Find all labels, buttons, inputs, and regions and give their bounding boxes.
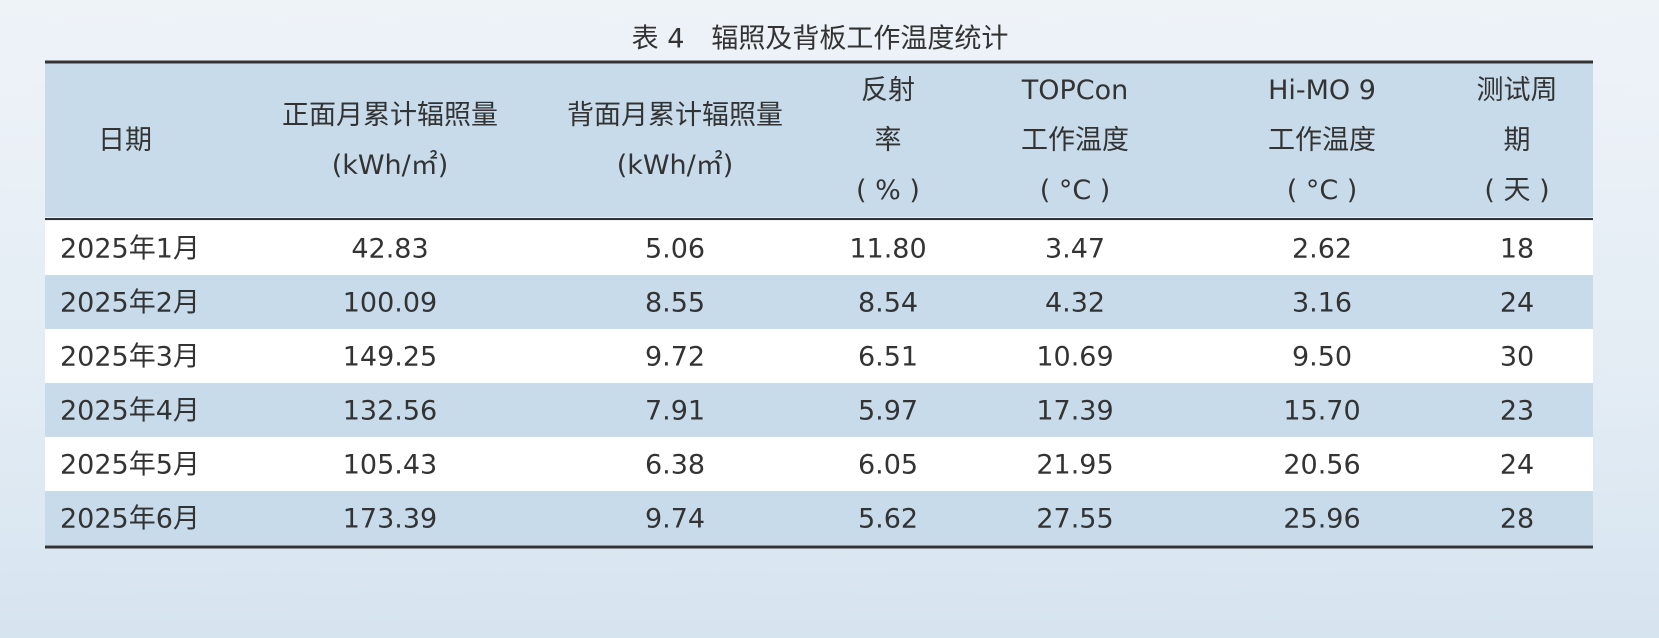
table-cell: 30 — [1500, 342, 1534, 373]
header-cell: 期 — [1504, 125, 1531, 156]
header-cell: 日期 — [98, 125, 152, 156]
header-cell: 工作温度 — [1268, 125, 1376, 156]
row-band — [45, 491, 1593, 545]
header-cell: ( 天 ) — [1484, 175, 1549, 206]
header-cell: Hi-MO 9 — [1268, 75, 1376, 106]
table-cell: 6.05 — [858, 450, 918, 481]
table-cell: 8.55 — [645, 288, 705, 319]
header-cell: TOPCon — [1021, 75, 1129, 106]
row-label: 2025年1月 — [60, 234, 200, 265]
table-cell: 9.74 — [645, 504, 705, 535]
table-cell: 5.97 — [858, 396, 918, 427]
table-cell: 9.72 — [645, 342, 705, 373]
header-cell: (kWh/㎡) — [332, 150, 449, 181]
table-cell: 6.51 — [858, 342, 918, 373]
table-cell: 10.69 — [1036, 342, 1113, 373]
table-cell: 21.95 — [1036, 450, 1113, 481]
row-label: 2025年4月 — [60, 396, 200, 427]
header-cell: 背面月累计辐照量 — [567, 100, 783, 131]
table-cell: 8.54 — [858, 288, 918, 319]
row-band — [45, 437, 1593, 491]
table-cell: 24 — [1500, 288, 1534, 319]
table-cell: 27.55 — [1036, 504, 1113, 535]
header-cell: ( °C ) — [1040, 175, 1111, 206]
row-label: 2025年6月 — [60, 504, 200, 535]
table-cell: 15.70 — [1283, 396, 1360, 427]
table-cell: 4.32 — [1045, 288, 1105, 319]
table-cell: 173.39 — [343, 504, 437, 535]
table-cell: 23 — [1500, 396, 1534, 427]
table-title: 表 4 辐照及背板工作温度统计 — [632, 24, 1009, 55]
table-cell: 7.91 — [645, 396, 705, 427]
table-cell: 18 — [1500, 234, 1534, 265]
table-cell: 3.47 — [1045, 234, 1105, 265]
table-cell: 9.50 — [1292, 342, 1352, 373]
table-cell: 2.62 — [1292, 234, 1352, 265]
table-cell: 28 — [1500, 504, 1534, 535]
header-cell: 正面月累计辐照量 — [282, 100, 498, 131]
header-cell: 率 — [875, 125, 902, 156]
header-cell: ( % ) — [856, 175, 920, 206]
table-cell: 11.80 — [849, 234, 926, 265]
header-cell: (kWh/㎡) — [617, 150, 734, 181]
table-cell: 17.39 — [1036, 396, 1113, 427]
row-band — [45, 275, 1593, 329]
table-cell: 149.25 — [343, 342, 437, 373]
header-cell: 工作温度 — [1021, 125, 1129, 156]
header-cell: 测试周 — [1477, 75, 1558, 106]
table-cell: 3.16 — [1292, 288, 1352, 319]
table-cell: 132.56 — [343, 396, 437, 427]
row-band — [45, 383, 1593, 437]
row-label: 2025年2月 — [60, 288, 200, 319]
table-cell: 6.38 — [645, 450, 705, 481]
table-cell: 42.83 — [351, 234, 428, 265]
table-cell: 25.96 — [1283, 504, 1360, 535]
row-band — [45, 221, 1593, 275]
table-cell: 20.56 — [1283, 450, 1360, 481]
row-band — [45, 329, 1593, 383]
header-band — [45, 62, 1593, 217]
row-label: 2025年3月 — [60, 342, 200, 373]
table-cell: 24 — [1500, 450, 1534, 481]
table-cell: 5.06 — [645, 234, 705, 265]
header-cell: ( °C ) — [1287, 175, 1358, 206]
table-cell: 105.43 — [343, 450, 437, 481]
table-cell: 5.62 — [858, 504, 918, 535]
row-label: 2025年5月 — [60, 450, 200, 481]
table-cell: 100.09 — [343, 288, 437, 319]
header-cell: 反射 — [861, 75, 915, 106]
